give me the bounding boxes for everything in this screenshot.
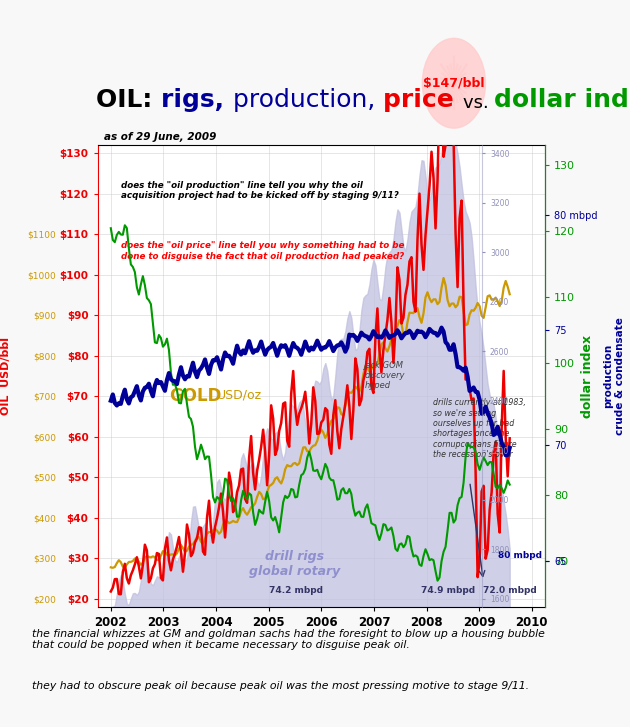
- Text: does the "oil price" line tell you why something had to be
done to disguise the : does the "oil price" line tell you why s…: [122, 241, 404, 261]
- Text: the financial whizzes at GM and goldman sachs had the foresight to blow up a hou: the financial whizzes at GM and goldman …: [32, 629, 544, 651]
- Y-axis label: dollar index: dollar index: [581, 334, 593, 418]
- Ellipse shape: [422, 39, 486, 128]
- Text: 80 mbpd: 80 mbpd: [498, 552, 542, 561]
- Text: 74.2 mbpd: 74.2 mbpd: [268, 586, 323, 595]
- Text: production,: production,: [232, 88, 383, 112]
- Text: drills currently at 1983,
so we're setting
ourselves up for bad
shortages once t: drills currently at 1983, so we're setti…: [433, 398, 526, 459]
- Y-axis label: OIL  USD/bbl: OIL USD/bbl: [1, 337, 11, 415]
- Text: drill rigs
global rotary: drill rigs global rotary: [249, 550, 341, 578]
- Text: USD/oz: USD/oz: [217, 388, 262, 401]
- Text: jack GOM
discovery
hyped: jack GOM discovery hyped: [364, 361, 405, 390]
- Text: OIL:: OIL:: [96, 88, 161, 112]
- Y-axis label: production
crude & condensate: production crude & condensate: [603, 317, 624, 435]
- Text: dollar index: dollar index: [494, 88, 630, 112]
- Text: they had to obscure peak oil because peak oil was the most pressing motive to st: they had to obscure peak oil because pea…: [32, 681, 529, 691]
- Text: rigs,: rigs,: [161, 88, 232, 112]
- Text: does the "oil production" line tell you why the oil
acquisition project had to b: does the "oil production" line tell you …: [122, 180, 399, 200]
- Text: GOLD: GOLD: [169, 387, 221, 404]
- Text: as of 29 June, 2009: as of 29 June, 2009: [104, 132, 216, 142]
- Text: 74.9 mbpd: 74.9 mbpd: [421, 586, 476, 595]
- Text: price: price: [383, 88, 462, 112]
- Text: $147/bbl: $147/bbl: [423, 77, 484, 89]
- Text: vs.: vs.: [462, 95, 494, 112]
- Text: 72.0 mbpd: 72.0 mbpd: [483, 586, 537, 595]
